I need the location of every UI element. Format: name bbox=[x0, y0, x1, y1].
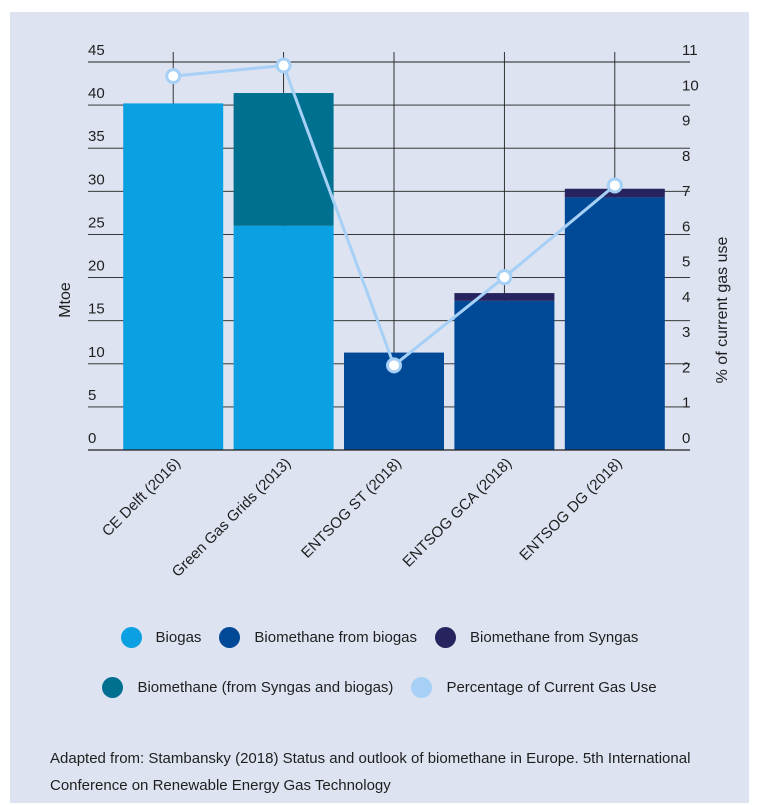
y2-tick-label: 10 bbox=[682, 77, 699, 94]
legend-item: Biomethane from biogas bbox=[219, 627, 417, 648]
x-tick-label: CE Delft (2016) bbox=[99, 455, 184, 540]
bar-segment bbox=[454, 293, 555, 301]
legend-swatch bbox=[120, 627, 142, 648]
y2-tick-label: 6 bbox=[682, 218, 690, 235]
x-tick-label: ENTSOG ST (2018) bbox=[298, 455, 405, 562]
y-tick-label: 0 bbox=[88, 430, 96, 447]
y2-tick-label: 8 bbox=[682, 148, 690, 165]
legend-swatch bbox=[219, 627, 241, 648]
y2-tick-label: 7 bbox=[682, 183, 690, 200]
y-tick-label: 30 bbox=[88, 171, 105, 188]
gas-use-line bbox=[165, 57, 623, 374]
gas-use-point bbox=[275, 57, 292, 74]
y2-tick-label: 1 bbox=[682, 395, 690, 412]
legend-row-2: Biomethane (from Syngas and biogas) Perce… bbox=[0, 677, 759, 698]
x-tick-label: ENTSOG GCA (2018) bbox=[399, 455, 515, 571]
y2-tick-label: 11 bbox=[682, 42, 698, 59]
x-tick-label: Green Gas Grids (2013) bbox=[169, 455, 295, 581]
legend-swatch bbox=[102, 677, 124, 698]
gas-use-point bbox=[386, 357, 402, 374]
y-tick-label: 35 bbox=[88, 128, 105, 145]
y2-tick-label: 9 bbox=[682, 113, 690, 130]
y2-tick-label: 5 bbox=[682, 254, 690, 271]
y-tick-label: 20 bbox=[88, 258, 105, 275]
bars bbox=[123, 93, 665, 451]
legend-row-1: Biogas Biomethane from biogas Biomethane f… bbox=[0, 627, 759, 648]
gas-use-point bbox=[606, 177, 623, 194]
y-tick-label: 45 bbox=[88, 42, 105, 59]
bar-segment bbox=[564, 197, 665, 450]
legend-swatch bbox=[411, 677, 433, 698]
y2-tick-label: 2 bbox=[682, 359, 690, 376]
bar-segment bbox=[233, 225, 334, 450]
y2-tick-label: 3 bbox=[682, 324, 690, 341]
legend-item: Biogas bbox=[120, 627, 202, 648]
y-tick-label: 15 bbox=[88, 301, 105, 318]
legend-label: Biomethane from biogas bbox=[254, 629, 418, 646]
y-tick-label: 10 bbox=[88, 344, 105, 361]
legend-swatch bbox=[435, 627, 457, 648]
y-tick-label: 5 bbox=[88, 387, 96, 404]
x-tick-label: ENTSOG DG (2018) bbox=[516, 455, 625, 564]
gas-use-point bbox=[165, 68, 182, 85]
gas-use-point bbox=[496, 269, 513, 286]
legend-label: Biogas bbox=[155, 629, 202, 646]
legend-item: Percentage of Current Gas Use bbox=[411, 677, 657, 698]
y-tick-label: 40 bbox=[88, 85, 105, 102]
source-note: Adapted from: Stambansky (2018) Status a… bbox=[50, 750, 691, 794]
y2-tick-label: 0 bbox=[682, 430, 690, 447]
y-tick-label: 25 bbox=[88, 214, 105, 231]
bar-segment bbox=[454, 300, 555, 450]
legend-label: Biomethane (from Syngas and biogas) bbox=[137, 679, 394, 696]
legend-item: Biomethane (from Syngas and biogas) bbox=[102, 677, 393, 698]
legend-label: Biomethane from Syngas bbox=[470, 629, 639, 646]
legend-label: Percentage of Current Gas Use bbox=[446, 679, 657, 696]
y2-tick-label: 4 bbox=[682, 289, 690, 306]
y2-axis-label: % of current gas use bbox=[714, 237, 731, 384]
legend-item: Biomethane from Syngas bbox=[435, 627, 638, 648]
y-axis-label: Mtoe bbox=[57, 282, 74, 318]
bar-segment bbox=[123, 103, 224, 451]
